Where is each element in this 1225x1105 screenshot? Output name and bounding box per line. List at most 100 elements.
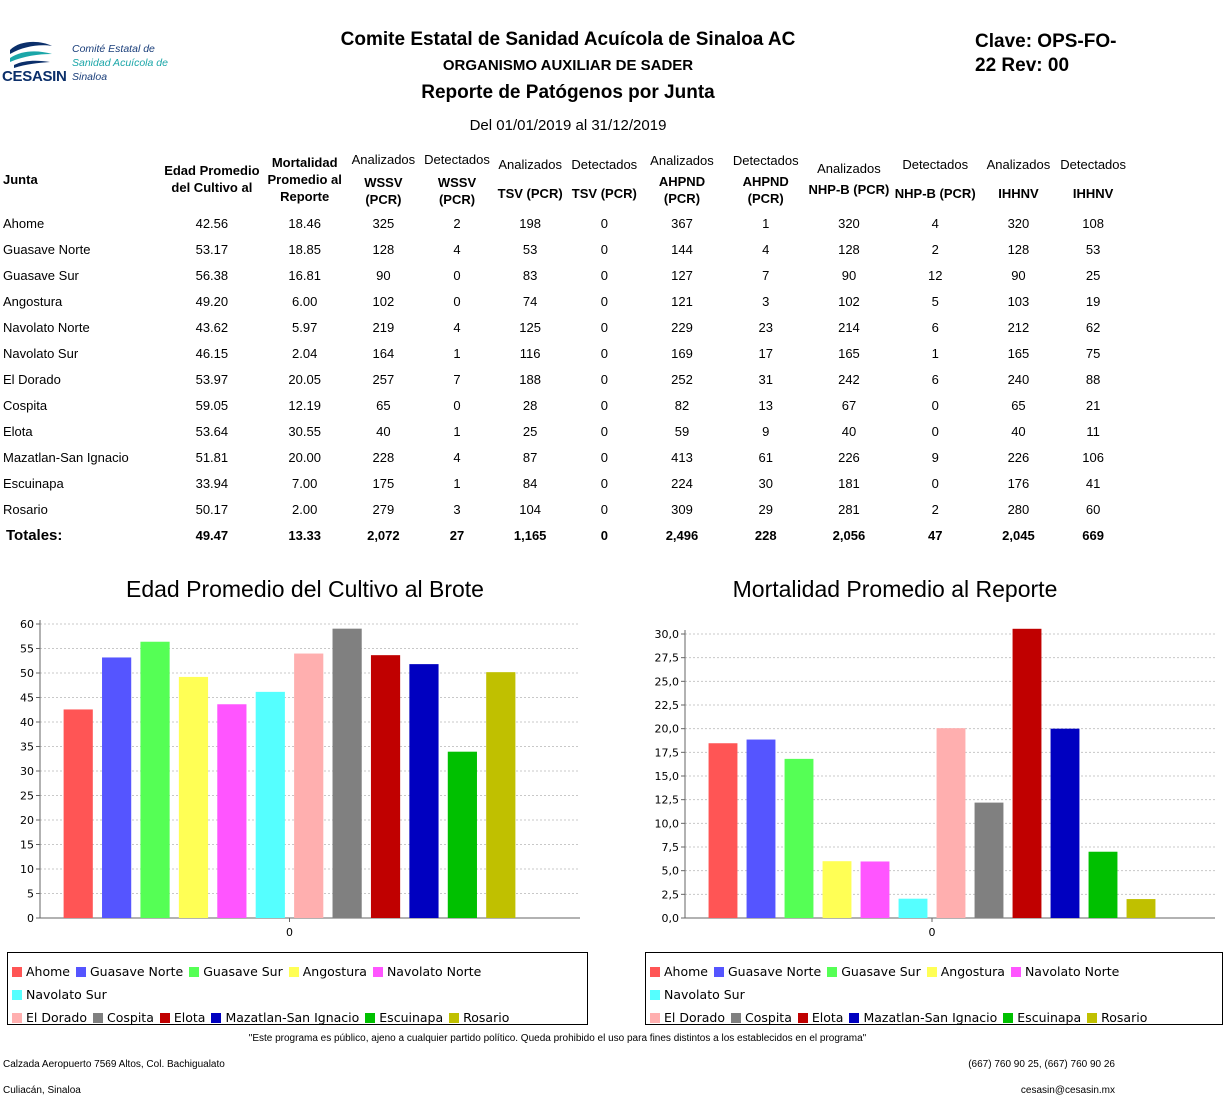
value-cell: 41 (1085, 475, 1101, 491)
value-cell: 28 (522, 397, 538, 413)
value-cell: 252 (671, 371, 693, 387)
value-cell: 198 (519, 215, 541, 231)
legend-item: Ahome (12, 960, 70, 983)
table-row: El Dorado 53.97 20.05 257 7 188 0 252 31 242 6 240 8… (0, 366, 1130, 392)
value-cell: 1 (762, 215, 770, 231)
legend-item: Navolato Sur (650, 983, 745, 1006)
value-cell: 4 (453, 319, 461, 335)
value-cell: 53 (522, 241, 538, 257)
value-cell: 40 (376, 423, 391, 439)
legend-swatch (714, 967, 724, 977)
value-cell: 31 (758, 371, 773, 387)
value-cell: 11 (1086, 423, 1100, 439)
legend-item: Cospita (731, 1006, 792, 1029)
value-cell: 5.97 (292, 319, 318, 335)
value-cell: 0 (600, 449, 608, 465)
value-cell: 121 (671, 293, 693, 309)
value-cell: 0 (600, 397, 608, 413)
bar-el-dorado (294, 653, 324, 918)
junta-cell: Navolato Norte (3, 319, 90, 335)
bar-angostura (822, 861, 852, 918)
value-cell: 320 (838, 215, 860, 231)
value-cell: 128 (838, 241, 860, 257)
value-cell: 47 (927, 527, 943, 543)
value-cell: 56.38 (195, 267, 229, 283)
legend-item: Guasave Sur (827, 960, 921, 983)
legend-item: El Dorado (12, 1006, 87, 1029)
legend-label: Elota (173, 1010, 206, 1025)
y-tick-label: 17,5 (655, 746, 680, 759)
value-cell: 4 (453, 241, 461, 257)
legend-item: Elota (159, 1006, 206, 1029)
value-cell: 18.85 (288, 241, 321, 257)
value-cell: 279 (372, 501, 395, 517)
y-tick-label: 10,0 (655, 817, 680, 830)
legend-label: Escuinapa (1017, 1010, 1082, 1025)
value-cell: 104 (519, 501, 541, 517)
value-cell: 21 (1085, 397, 1101, 413)
legend-swatch (1010, 967, 1021, 977)
col-ihhnv-detectados: Detectados IHHNV (1060, 157, 1127, 201)
legend-label: Angostura (302, 964, 367, 979)
value-cell: 46.15 (195, 345, 229, 361)
bar-mazatlan-san-ignacio (1050, 728, 1080, 918)
col-junta: Junta (3, 171, 38, 187)
legend-item: Rosario (449, 1006, 509, 1029)
legend-item: Guasave Norte (714, 960, 821, 983)
y-tick-label: 5,0 (662, 865, 680, 878)
value-cell: 0 (600, 371, 608, 387)
y-tick-label: 0 (27, 912, 34, 925)
legend-item: Elota (797, 1006, 843, 1029)
legend-item: Navolato Sur (12, 983, 107, 1006)
report-subtitle: ORGANISMO AUXILIAR DE SADER (442, 57, 694, 74)
col-wssv-analizados: Analizados WSSV (PCR) (351, 151, 416, 207)
value-cell: 0 (600, 501, 608, 517)
value-cell: 0 (931, 423, 939, 439)
value-cell: 169 (671, 345, 693, 361)
legend-item: Angostura (926, 960, 1005, 983)
value-cell: 164 (372, 345, 395, 361)
value-cell: 0 (453, 293, 461, 309)
value-cell: 4 (453, 449, 461, 465)
legend-swatch (731, 1013, 741, 1023)
y-tick-label: 30,0 (655, 628, 680, 641)
value-cell: 0 (600, 423, 608, 439)
value-cell: 29 (758, 501, 773, 517)
legend-swatch (76, 967, 86, 977)
value-cell: 1 (453, 423, 461, 439)
y-tick-label: 10 (20, 863, 34, 876)
legend-label: Navolato Norte (1024, 964, 1120, 979)
totals-row: Totales: 49.47 13.33 2,072 27 1,165 0 2,496 228 2… (0, 522, 1130, 548)
logo-subtitle: Comité Estatal de Sanidad Acuícola de Si… (72, 43, 168, 83)
legend-label: Ahome (26, 964, 70, 979)
value-cell: 175 (372, 475, 395, 491)
junta-cell: Cospita (3, 397, 48, 413)
legend-label: Navolato Sur (26, 987, 107, 1002)
legend-swatch (12, 990, 22, 1000)
value-cell: 13.33 (288, 527, 321, 543)
value-cell: 16.81 (288, 267, 321, 283)
value-cell: 224 (671, 475, 693, 491)
y-tick-label: 2,5 (662, 888, 680, 901)
value-cell: 18.46 (288, 215, 321, 231)
y-tick-label: 60 (20, 618, 34, 631)
table-row: Navolato Norte 43.62 5.97 219 4 125 0 229 23 214 6… (0, 314, 1130, 340)
legend-label: Navolato Sur (664, 987, 745, 1002)
legend-item: Navolato Norte (372, 960, 481, 983)
legend-swatch (1087, 1013, 1098, 1023)
table-row: Angostura 49.20 6.00 102 0 74 0 121 3 102 5 103 19 (0, 288, 1130, 314)
value-cell: 3 (453, 501, 461, 517)
value-cell: 50.17 (195, 501, 229, 517)
value-cell: 228 (372, 449, 395, 465)
value-cell: 3 (762, 293, 770, 309)
value-cell: 90 (841, 267, 857, 283)
value-cell: 59 (674, 423, 690, 439)
value-cell: 367 (671, 215, 693, 231)
value-cell: 65 (1011, 397, 1026, 413)
legend-label: El Dorado (26, 1010, 87, 1025)
value-cell: 5 (931, 293, 939, 309)
y-tick-label: 20,0 (655, 723, 680, 736)
y-tick-label: 27,5 (655, 652, 680, 665)
junta-cell: Mazatlan-San Ignacio (3, 449, 129, 465)
value-cell: 257 (372, 371, 395, 387)
